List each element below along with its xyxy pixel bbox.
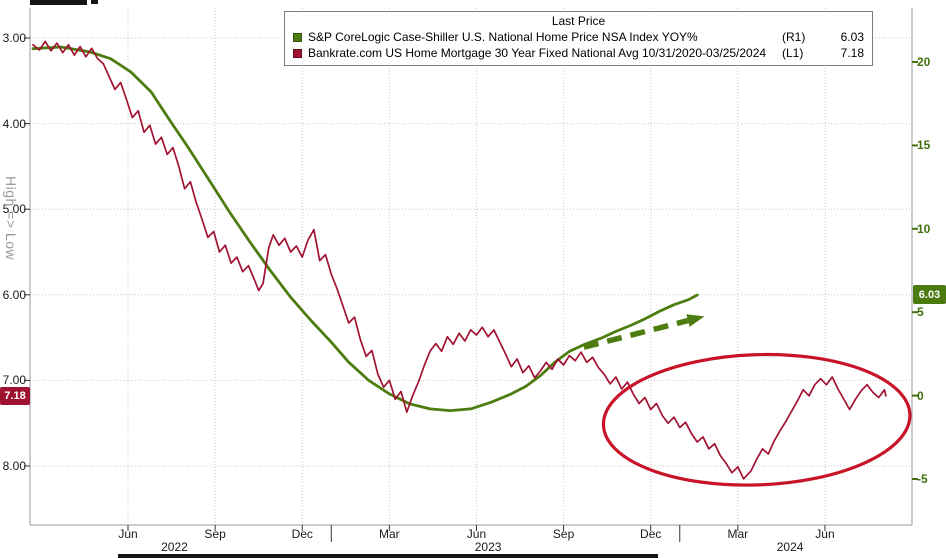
mortgage-last-price: 7.18 (840, 46, 864, 60)
mortgage-series-label: Bankrate.com US Home Mortgage 30 Year Fi… (308, 46, 767, 60)
mortgage-series-swatch (293, 48, 302, 58)
caseshiller-series-label: S&P CoreLogic Case-Shiller U.S. National… (308, 30, 698, 44)
legend-row-mortgage: Bankrate.com US Home Mortgage 30 Year Fi… (293, 45, 864, 61)
trend-arrow-head (686, 314, 705, 327)
legend-box: Last Price S&P CoreLogic Case-Shiller U.… (284, 11, 873, 66)
cropped-text-fragment-top (30, 0, 87, 5)
highlight-ellipse (601, 352, 912, 487)
caseshiller-series-swatch (293, 32, 302, 42)
trend-arrow-shaft (583, 317, 689, 350)
cropped-text-fragment-bottom (118, 554, 658, 558)
caseshiller-last-price: 6.03 (840, 30, 864, 44)
price-line-mortgage (32, 40, 887, 480)
caseshiller-last-price-badge: 6.03 (913, 285, 946, 305)
mortgage-last-price-badge: 7.18 (0, 386, 30, 405)
caseshiller-axis-tag: (R1) (782, 30, 806, 44)
mortgage-axis-tag: (L1) (782, 46, 804, 60)
legend-row-caseshiller: S&P CoreLogic Case-Shiller U.S. National… (293, 29, 864, 45)
legend-title: Last Price (551, 14, 606, 28)
cropped-text-fragment-top-2 (91, 0, 98, 4)
left-axis-title: High => Low (3, 176, 19, 261)
